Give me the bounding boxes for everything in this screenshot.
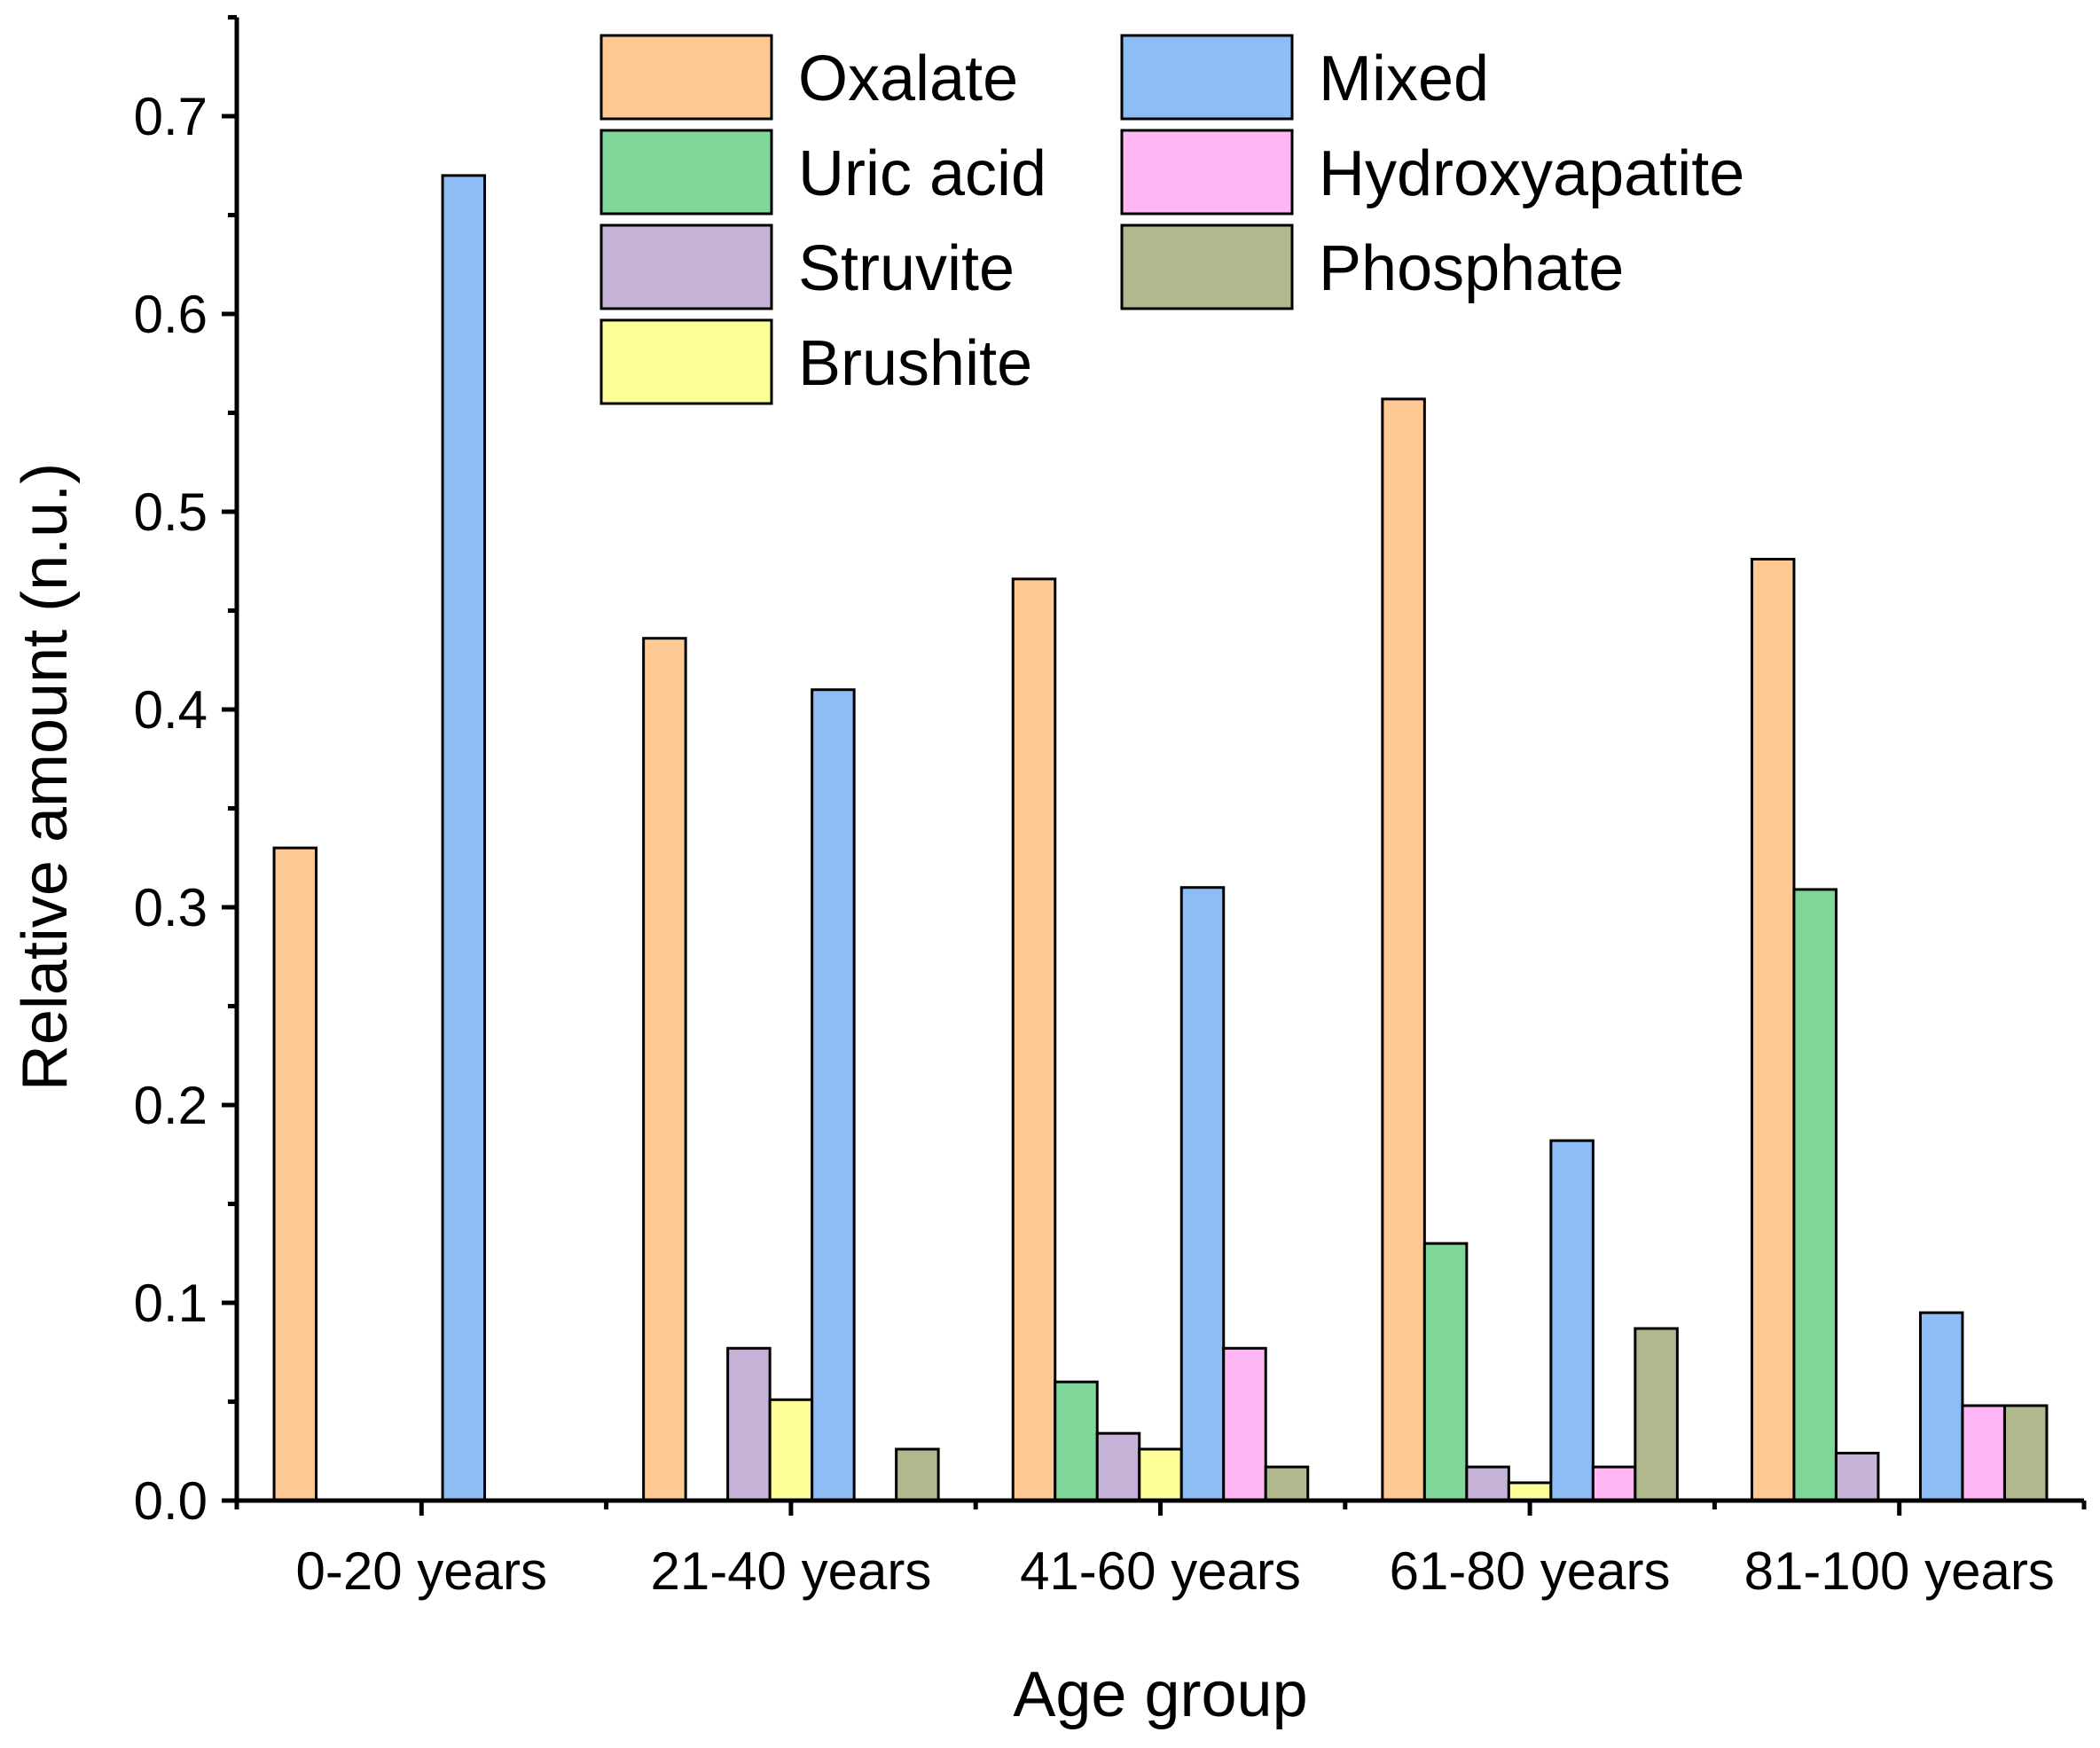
legend-swatch-mixed xyxy=(1120,34,1294,121)
x-tick-label: 21-40 years xyxy=(650,1541,931,1601)
y-tick-label: 0.0 xyxy=(134,1471,208,1531)
legend-swatch-oxalate xyxy=(599,34,773,121)
bar-hydroxyapatite-3 xyxy=(1222,1346,1267,1502)
bar-mixed-4 xyxy=(1549,1139,1595,1502)
bar-mixed-2 xyxy=(811,688,856,1502)
bar-uric-acid-4 xyxy=(1422,1242,1469,1502)
legend-swatch-uric-acid xyxy=(599,129,773,216)
bar-brushite-4 xyxy=(1507,1481,1553,1502)
bar-phosphate-2 xyxy=(895,1447,940,1502)
bar-oxalate-4 xyxy=(1381,397,1426,1502)
axes-group: 0.0 0.1 0.2 0.3 0.4 0.5 0.6 0.7 0-20 years 21-40 … xyxy=(134,15,2087,1601)
bars-group xyxy=(272,174,2049,1502)
legend-label-uric-acid: Uric acid xyxy=(798,138,1046,209)
legend-label-hydroxyapatite: Hydroxyapatite xyxy=(1319,138,1744,209)
legend-label-phosphate: Phosphate xyxy=(1319,233,1624,304)
bar-phosphate-3 xyxy=(1264,1465,1310,1502)
bar-brushite-2 xyxy=(768,1398,814,1502)
y-axis-title: Relative amount (n.u.) xyxy=(10,463,81,1091)
bar-hydroxyapatite-4 xyxy=(1591,1465,1637,1502)
legend: Oxalate Uric acid Struvite Brushite Mixed Hyd… xyxy=(599,34,1744,405)
y-tick-label: 0.6 xyxy=(134,285,208,344)
bar-phosphate-5 xyxy=(2002,1404,2049,1502)
bar-phosphate-4 xyxy=(1634,1327,1679,1502)
y-tick-label: 0.3 xyxy=(134,878,208,937)
legend-swatch-phosphate xyxy=(1120,223,1294,310)
bar-struvite-5 xyxy=(1834,1451,1880,1502)
x-tick-label: 41-60 years xyxy=(1020,1541,1301,1601)
bar-brushite-3 xyxy=(1138,1447,1183,1502)
bar-hydroxyapatite-5 xyxy=(1961,1404,2006,1502)
bar-uric-acid-5 xyxy=(1792,888,1838,1502)
x-tick-label: 81-100 years xyxy=(1744,1541,2055,1601)
bar-struvite-3 xyxy=(1095,1431,1141,1502)
legend-swatch-brushite xyxy=(599,318,773,405)
x-tick-label: 0-20 years xyxy=(296,1541,547,1601)
y-tick-label: 0.1 xyxy=(134,1274,208,1333)
legend-swatch-hydroxyapatite xyxy=(1120,129,1294,216)
bar-uric-acid-3 xyxy=(1054,1380,1099,1502)
bar-mixed-3 xyxy=(1179,886,1226,1502)
bar-oxalate-5 xyxy=(1750,558,1796,1502)
bar-struvite-2 xyxy=(726,1346,772,1502)
x-tick-label: 61-80 years xyxy=(1390,1541,1671,1601)
bar-mixed-5 xyxy=(1918,1311,1964,1502)
legend-label-oxalate: Oxalate xyxy=(798,43,1018,114)
legend-swatch-struvite xyxy=(599,223,773,310)
y-tick-label: 0.4 xyxy=(134,680,208,740)
bar-struvite-4 xyxy=(1465,1465,1510,1502)
y-tick-label: 0.7 xyxy=(134,87,208,146)
legend-label-struvite: Struvite xyxy=(798,233,1015,304)
bar-oxalate-3 xyxy=(1011,577,1057,1502)
legend-label-brushite: Brushite xyxy=(798,328,1032,399)
bar-oxalate-1 xyxy=(272,846,318,1502)
legend-label-mixed: Mixed xyxy=(1319,43,1489,114)
y-tick-label: 0.2 xyxy=(134,1076,208,1135)
bar-mixed-1 xyxy=(441,174,487,1502)
bar-oxalate-2 xyxy=(642,637,687,1502)
x-axis-title: Age group xyxy=(1013,1659,1307,1730)
y-tick-label: 0.5 xyxy=(134,482,208,542)
